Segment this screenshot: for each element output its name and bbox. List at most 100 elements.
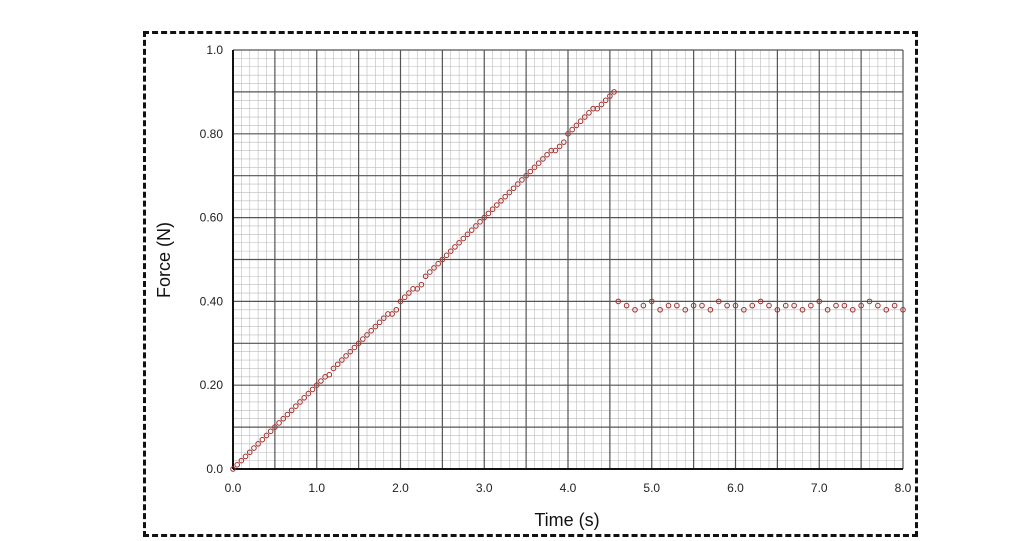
data-point — [372, 323, 379, 330]
chart-frame — [143, 31, 918, 537]
data-point — [460, 235, 467, 242]
data-point — [544, 151, 550, 158]
data-point — [330, 365, 337, 372]
data-point — [514, 181, 521, 187]
data-point — [561, 139, 567, 145]
data-point — [427, 269, 433, 275]
data-point — [766, 302, 772, 309]
data-point — [447, 248, 454, 254]
x-axis-title: Time (s) — [534, 510, 599, 530]
data-point — [657, 306, 663, 313]
data-point — [393, 306, 400, 313]
x-tick-label: 4.0 — [560, 481, 577, 495]
x-tick-label: 3.0 — [476, 481, 493, 495]
data-point — [246, 449, 253, 456]
data-point — [326, 371, 333, 378]
data-point — [598, 101, 605, 108]
data-point — [364, 332, 370, 338]
y-tick-label: 0.20 — [200, 378, 224, 392]
x-tick-label: 8.0 — [895, 481, 912, 495]
data-point — [234, 462, 240, 468]
data-point — [251, 445, 257, 451]
data-point — [502, 193, 508, 200]
data-point — [523, 172, 529, 179]
data-point — [280, 415, 287, 422]
data-point — [707, 306, 714, 313]
data-point — [368, 327, 374, 334]
data-point — [360, 336, 366, 342]
data-point — [477, 218, 483, 225]
data-point — [293, 403, 299, 409]
y-tick-label: 0.80 — [200, 127, 224, 141]
data-point — [506, 189, 513, 196]
y-tick-labels: 0.0 0.20 0.40 0.60 0.80 1.0 — [200, 43, 224, 476]
data-point — [276, 420, 282, 426]
data-point — [611, 89, 617, 95]
data-point — [468, 227, 475, 233]
x-tick-label: 7.0 — [811, 481, 828, 495]
data-point — [464, 231, 471, 238]
x-tick-labels: 0.0 1.0 2.0 3.0 4.0 5.0 6.0 7.0 8.0 — [225, 481, 912, 495]
data-point — [841, 302, 848, 309]
data-point — [699, 302, 705, 309]
data-point — [607, 93, 613, 99]
data-point — [816, 298, 823, 305]
data-point — [435, 260, 441, 267]
data-point — [334, 361, 341, 368]
y-tick-label: 0.60 — [200, 211, 224, 225]
data-point — [774, 306, 781, 313]
data-point — [406, 290, 412, 296]
data-point — [313, 382, 320, 389]
data-point — [347, 348, 354, 355]
data-point — [875, 302, 881, 309]
data-point — [573, 122, 580, 129]
data-point — [284, 411, 291, 418]
data-point — [715, 298, 722, 305]
data-point — [238, 457, 245, 464]
data-point — [640, 302, 647, 309]
data-point — [339, 357, 345, 363]
data-point — [297, 399, 303, 405]
data-point — [883, 306, 890, 313]
x-tick-label: 6.0 — [727, 481, 744, 495]
data-point — [900, 306, 906, 313]
data-point — [481, 214, 488, 221]
data-point — [866, 298, 873, 305]
y-tick-label: 1.0 — [206, 43, 223, 57]
data-point — [355, 340, 362, 347]
major-grid — [232, 49, 904, 470]
data-point — [422, 273, 429, 280]
x-tick-label: 5.0 — [643, 481, 660, 495]
data-point — [510, 185, 517, 192]
data-point — [397, 298, 404, 305]
y-tick-label: 0.40 — [200, 294, 224, 308]
data-point — [594, 105, 601, 112]
data-point — [849, 306, 856, 313]
data-point — [674, 302, 680, 309]
data-point — [489, 206, 496, 213]
data-point — [242, 453, 249, 460]
data-point — [343, 353, 349, 359]
data-point — [527, 168, 534, 175]
data-point — [623, 302, 630, 309]
data-point — [577, 118, 584, 125]
data-point — [452, 244, 458, 250]
data-point — [230, 466, 236, 472]
data-point — [569, 126, 575, 133]
data-point — [531, 164, 538, 171]
x-tick-label: 2.0 — [392, 481, 409, 495]
data-point — [267, 428, 274, 435]
data-point — [318, 378, 324, 384]
data-point — [632, 306, 638, 313]
data-point — [782, 302, 789, 309]
data-point — [322, 374, 328, 380]
data-point — [431, 265, 437, 271]
data-point — [581, 114, 588, 120]
data-point — [891, 302, 898, 309]
data-point — [414, 286, 421, 292]
data-point — [456, 239, 462, 246]
data-point — [724, 302, 730, 309]
data-point — [305, 390, 312, 397]
data-point — [791, 302, 797, 309]
data-point — [690, 302, 697, 309]
